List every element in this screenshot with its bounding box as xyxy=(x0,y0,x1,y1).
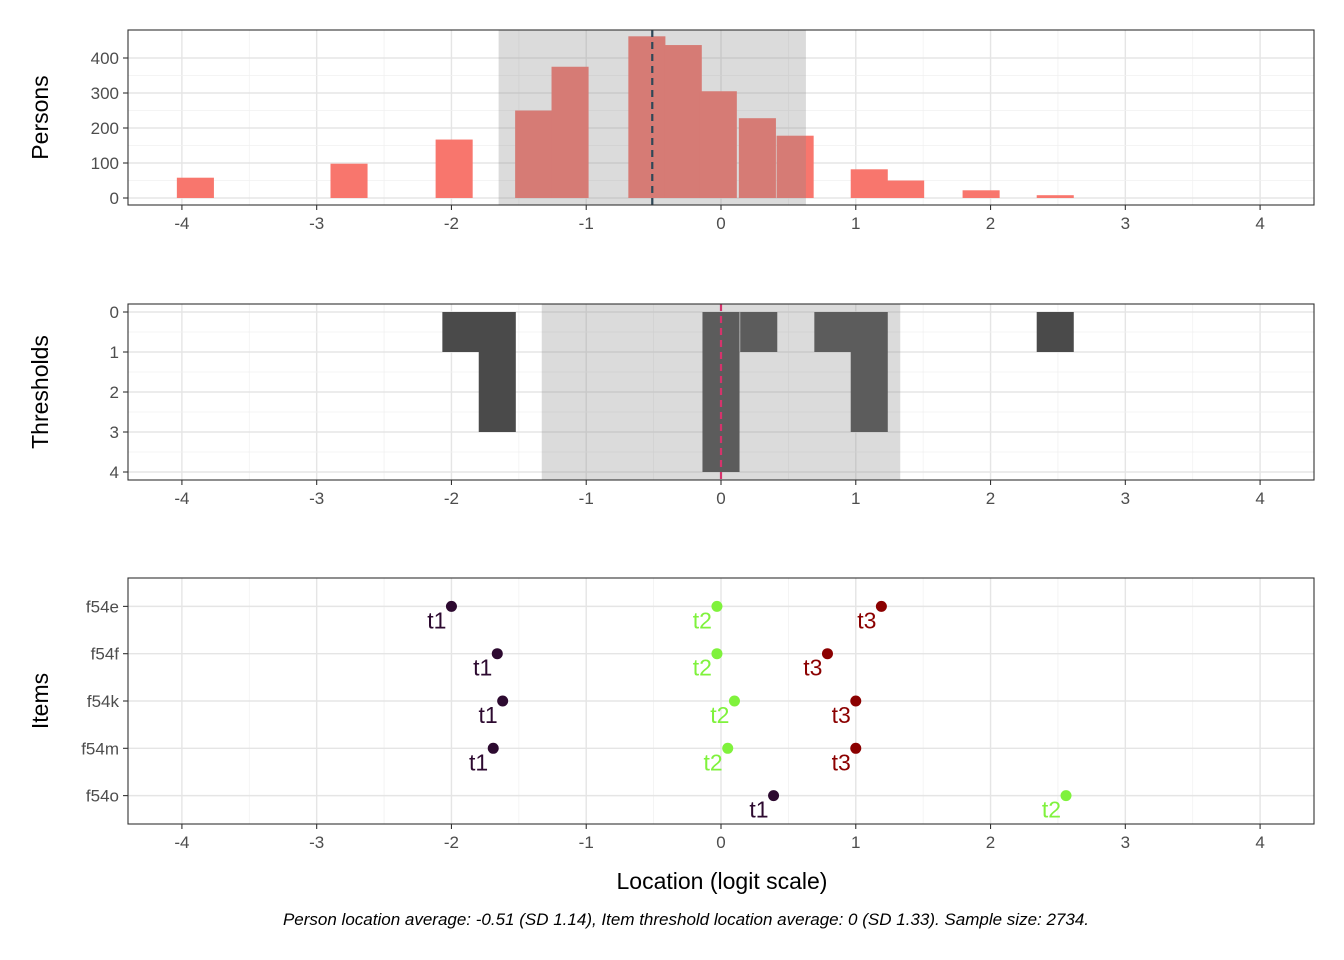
threshold-point xyxy=(722,742,734,754)
x-tick-label: -2 xyxy=(444,833,459,852)
y-tick-label: 300 xyxy=(91,84,119,103)
threshold-label: t3 xyxy=(832,702,851,728)
threshold-label: t1 xyxy=(749,797,768,823)
threshold-point xyxy=(491,648,503,660)
x-tick-label: -4 xyxy=(174,833,189,852)
threshold-label: t1 xyxy=(478,702,497,728)
threshold-label: t1 xyxy=(469,749,488,775)
histogram-bar xyxy=(850,169,888,198)
y-tick-label: 200 xyxy=(91,119,119,138)
x-tick-label: -1 xyxy=(579,489,594,508)
y-tick-label: 0 xyxy=(110,189,119,208)
histogram-bar xyxy=(442,312,480,352)
threshold-label: t3 xyxy=(832,749,851,775)
x-tick-label: -4 xyxy=(174,489,189,508)
histogram-bar xyxy=(962,190,1000,198)
x-tick-label: 3 xyxy=(1121,214,1130,233)
x-tick-label: 0 xyxy=(716,214,725,233)
threshold-point xyxy=(768,790,780,802)
item-label-f54f: f54f xyxy=(91,645,120,664)
histogram-bar xyxy=(814,312,852,352)
x-tick-label: -1 xyxy=(579,833,594,852)
x-tick-label: -1 xyxy=(579,214,594,233)
histogram-bar xyxy=(776,135,814,198)
y-tick-label: 1 xyxy=(110,343,119,362)
item-label-f54o: f54o xyxy=(86,787,119,806)
x-tick-label: 0 xyxy=(716,489,725,508)
threshold-point xyxy=(445,600,457,612)
histogram-bar xyxy=(515,110,553,198)
threshold-point xyxy=(487,742,499,754)
threshold-point xyxy=(728,695,740,707)
threshold-point xyxy=(875,600,887,612)
x-tick-label: 2 xyxy=(986,833,995,852)
x-tick-label: -2 xyxy=(444,214,459,233)
y-tick-label: 400 xyxy=(91,49,119,68)
caption: Person location average: -0.51 (SD 1.14)… xyxy=(283,910,1089,929)
items-panel: f54e f54f f54k f54m f54o t1 t2 t3 t1 t2 t3 t1 t2 t3 t1… xyxy=(27,577,1315,852)
thresholds-panel: 0 1 2 3 4 -4 -3 -2 -1 0 1 2 3 4 Thresholds xyxy=(27,303,1315,508)
histogram-bar xyxy=(330,163,368,198)
y-axis-title: Thresholds xyxy=(27,335,53,449)
y-axis-title: Items xyxy=(27,673,53,729)
threshold-label: t2 xyxy=(1042,797,1061,823)
persons-panel: 0 100 200 300 400 -4 -3 -2 -1 0 1 2 3 4 Persons xyxy=(27,29,1315,233)
x-tick-label: 1 xyxy=(851,214,860,233)
histogram-bar xyxy=(435,139,473,198)
threshold-label: t1 xyxy=(473,655,492,681)
threshold-point xyxy=(850,695,862,707)
threshold-point xyxy=(821,648,833,660)
threshold-label: t1 xyxy=(427,607,446,633)
histogram-bar xyxy=(551,66,589,198)
histogram-bar xyxy=(1036,195,1074,198)
threshold-label: t3 xyxy=(803,655,822,681)
item-label-f54k: f54k xyxy=(87,692,120,711)
item-label-f54m: f54m xyxy=(81,739,119,758)
x-tick-label: 4 xyxy=(1255,833,1264,852)
histogram-bar xyxy=(176,177,214,198)
x-tick-label: -3 xyxy=(309,833,324,852)
threshold-label: t2 xyxy=(704,749,723,775)
x-tick-label: -2 xyxy=(444,489,459,508)
histogram-bar xyxy=(740,312,778,352)
y-tick-label: 4 xyxy=(110,463,119,482)
histogram-bar xyxy=(850,312,888,432)
histogram-bar xyxy=(699,91,737,198)
y-tick-label: 0 xyxy=(110,303,119,322)
threshold-label: t2 xyxy=(693,607,712,633)
histogram-bar xyxy=(664,45,702,198)
y-tick-label: 3 xyxy=(110,423,119,442)
histogram-bar xyxy=(1036,312,1074,352)
x-tick-label: -4 xyxy=(174,214,189,233)
threshold-point xyxy=(497,695,509,707)
threshold-point xyxy=(711,648,723,660)
x-tick-label: 1 xyxy=(851,489,860,508)
x-tick-label: -3 xyxy=(309,489,324,508)
x-axis-title: Location (logit scale) xyxy=(617,868,828,894)
threshold-point xyxy=(711,600,723,612)
x-tick-label: 0 xyxy=(716,833,725,852)
x-tick-label: 1 xyxy=(851,833,860,852)
x-tick-label: 4 xyxy=(1255,214,1264,233)
histogram-bar xyxy=(738,118,776,198)
histogram-bar xyxy=(628,36,666,198)
threshold-label: t2 xyxy=(693,655,712,681)
threshold-label: t2 xyxy=(710,702,729,728)
x-tick-label: 3 xyxy=(1121,833,1130,852)
threshold-label: t3 xyxy=(857,607,876,633)
y-tick-label: 2 xyxy=(110,383,119,402)
x-tick-label: 3 xyxy=(1121,489,1130,508)
y-axis-title: Persons xyxy=(27,75,53,159)
threshold-point xyxy=(1060,790,1072,802)
histogram-bar xyxy=(478,312,516,432)
x-tick-label: 4 xyxy=(1255,489,1264,508)
threshold-point xyxy=(850,742,862,754)
x-tick-label: -3 xyxy=(309,214,324,233)
x-tick-label: 2 xyxy=(986,214,995,233)
x-tick-label: 2 xyxy=(986,489,995,508)
y-tick-label: 100 xyxy=(91,154,119,173)
histogram-bar xyxy=(887,180,925,198)
item-label-f54e: f54e xyxy=(86,597,119,616)
